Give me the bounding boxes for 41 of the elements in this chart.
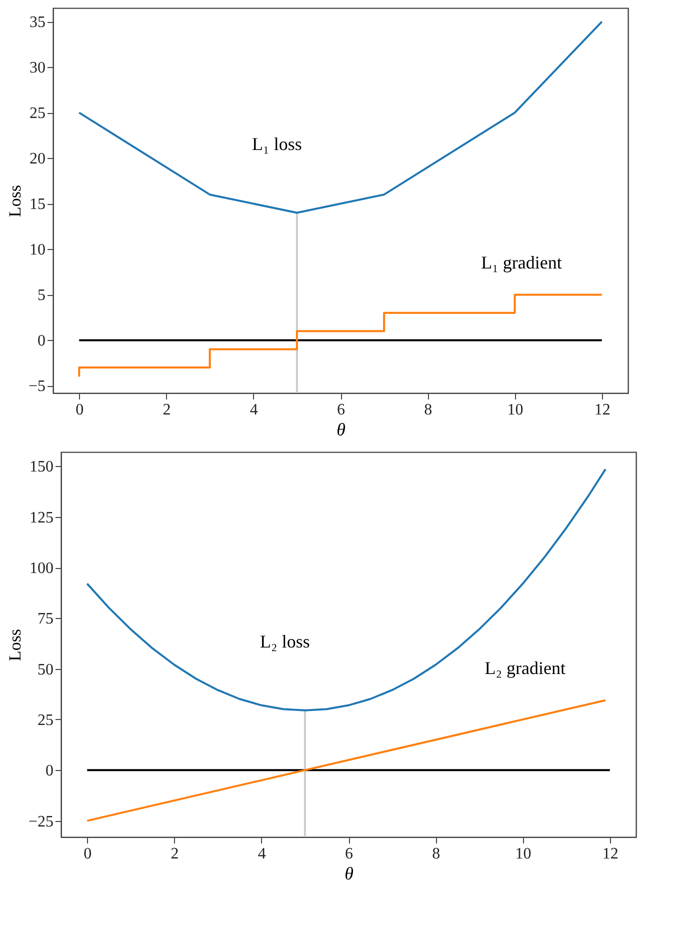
x-tick-label: 6: [337, 402, 345, 418]
text: L₂ loss: [260, 631, 310, 652]
x-tick-label: 12: [602, 846, 618, 862]
y-tick-label: 30: [30, 60, 46, 77]
y-tick-label: 50: [38, 661, 54, 678]
y-tick-label: 0: [46, 762, 54, 780]
x-tick-label: 8: [432, 846, 440, 862]
y-tick-label: 75: [38, 610, 54, 628]
y-axis-title: Loss: [5, 184, 24, 218]
x-tick-label: 2: [170, 846, 179, 862]
x-tick-label: 0: [84, 846, 92, 862]
text: L₁ loss: [252, 134, 302, 154]
line-series: [86, 468, 607, 712]
x-tick-label: 8: [424, 402, 432, 418]
y-tick-label: 10: [30, 242, 46, 259]
y-tick-label: 5: [38, 287, 46, 304]
y-tick-label: −5: [28, 378, 46, 396]
y-tick-label: 125: [30, 509, 54, 526]
y-tick-label: 15: [30, 196, 46, 214]
y-tick-label: 25: [38, 712, 54, 729]
y-axis-title: Loss: [5, 628, 24, 662]
x-tick-label: 10: [507, 402, 524, 418]
x-tick-label: 6: [345, 846, 353, 862]
y-tick-label: 100: [30, 560, 54, 577]
y-tick-label: 25: [30, 105, 46, 122]
series-label: L₂ gradient: [484, 658, 566, 678]
x-tick-label: 4: [258, 846, 266, 862]
y-tick-label: −25: [28, 813, 54, 830]
y-tick-label: 35: [30, 14, 46, 32]
x-axis-title: θ: [336, 420, 346, 440]
line-series: [78, 20, 603, 214]
x-tick-label: 10: [515, 846, 532, 862]
x-tick-label: 12: [594, 402, 610, 418]
x-tick-label: 2: [162, 402, 171, 418]
x-axis-title: θ: [344, 864, 354, 884]
y-tick-label: 0: [38, 332, 46, 350]
series-label: L₁ gradient: [481, 252, 562, 273]
y-tick-label: 20: [30, 150, 46, 168]
x-tick-label: 0: [76, 402, 84, 418]
x-tick-label: 4: [250, 402, 258, 418]
y-tick-label: 150: [30, 458, 54, 476]
